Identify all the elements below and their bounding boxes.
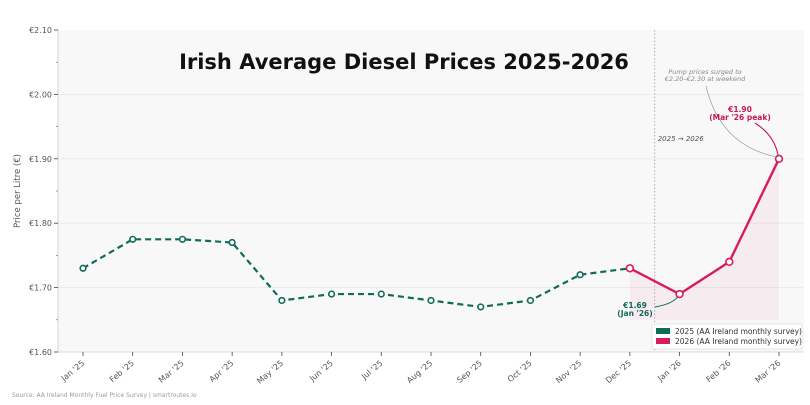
data-point bbox=[477, 303, 485, 311]
series-2026 bbox=[625, 154, 784, 299]
data-point bbox=[675, 289, 684, 299]
data-point bbox=[576, 271, 584, 279]
data-point bbox=[625, 264, 635, 273]
series-line bbox=[82, 238, 630, 309]
data-point bbox=[278, 296, 286, 305]
data-point bbox=[526, 296, 535, 305]
y-tick-label: €1.70 bbox=[29, 284, 52, 293]
annotation-low-text: €1.69 bbox=[622, 301, 647, 310]
legend: 2025 (AA Ireland monthly survey)2026 (AA… bbox=[651, 323, 803, 350]
y-axis-ticks: €1.60 €1.70 €1.80 €1.90 €2.00 €2.10 bbox=[29, 26, 58, 357]
data-point bbox=[377, 290, 385, 298]
annotation-surge-text: Pump prices surged to bbox=[668, 68, 741, 76]
data-point bbox=[129, 235, 137, 243]
data-point bbox=[178, 235, 187, 243]
series-line bbox=[629, 158, 781, 296]
data-point bbox=[725, 257, 734, 267]
area-fill-2026 bbox=[629, 158, 779, 320]
source-note: Source: AA Ireland Monthly Fuel Price Su… bbox=[12, 392, 197, 399]
fill-area-2026 bbox=[629, 158, 779, 320]
gridlines bbox=[58, 94, 804, 289]
annotation-low-text: (Jan '26) bbox=[617, 309, 652, 318]
y-tick-label: €1.60 bbox=[29, 348, 52, 357]
legend-box bbox=[651, 323, 803, 350]
data-point bbox=[79, 264, 87, 272]
chart-title: Irish Average Diesel Prices 2025-2026 bbox=[179, 50, 629, 74]
data-point bbox=[427, 296, 435, 305]
annotation-surge-text: €2.20–€2.30 at weekend bbox=[664, 75, 746, 83]
y-tick-label: €1.80 bbox=[29, 219, 52, 228]
annotations: Pump prices surged to€2.20–€2.30 at week… bbox=[617, 68, 779, 318]
annotation-divider-text: 2025 → 2026 bbox=[658, 135, 704, 143]
annotation-peak-connector bbox=[754, 122, 779, 155]
annotation-low-connector bbox=[654, 296, 678, 308]
annotation-peak-text: €1.90 bbox=[727, 105, 752, 114]
data-point bbox=[774, 154, 784, 164]
y-axis-label: Price per Litre (€) bbox=[13, 154, 23, 228]
series-group bbox=[79, 154, 784, 311]
y-tick-label: €2.10 bbox=[29, 26, 52, 35]
legend-label: 2025 (AA Ireland monthly survey) bbox=[675, 327, 802, 336]
annotation-surge-connector bbox=[705, 85, 777, 158]
data-point bbox=[327, 290, 336, 298]
legend-swatch bbox=[656, 338, 670, 344]
y-tick-label: €1.90 bbox=[29, 155, 52, 164]
legend-label: 2026 (AA Ireland monthly survey) bbox=[675, 337, 802, 346]
data-point bbox=[228, 238, 236, 247]
y-tick-label: €2.00 bbox=[29, 90, 52, 99]
annotation-peak-text: (Mar '26 peak) bbox=[709, 113, 771, 122]
legend-swatch bbox=[656, 328, 670, 334]
